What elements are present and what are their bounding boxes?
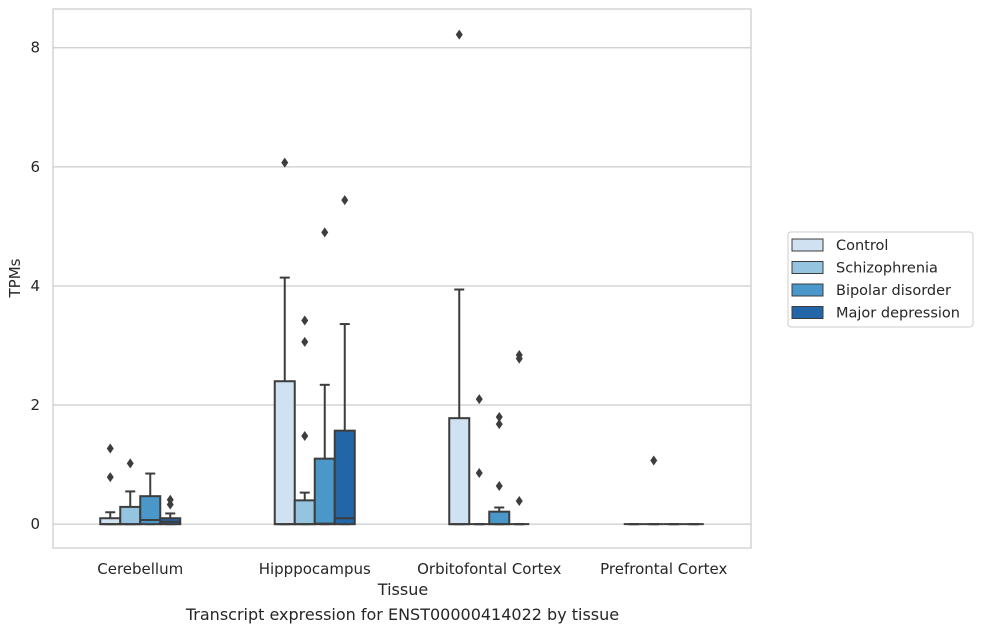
y-tick-label: 8: [30, 39, 40, 57]
box-group: [273, 157, 356, 526]
box-plot: [159, 494, 182, 526]
legend-label: Schizophrenia: [836, 261, 938, 277]
outlier-point: [301, 431, 309, 442]
legend-swatch: [791, 261, 824, 274]
y-tick-labels: 0 2 4 6 8: [30, 39, 40, 533]
box-group: [623, 455, 704, 526]
y-tick-label: 6: [30, 158, 40, 176]
y-tick-label: 4: [30, 277, 40, 295]
box-plot: [99, 443, 122, 526]
box-plot: [313, 227, 336, 526]
outlier-point: [515, 495, 523, 506]
box: [333, 429, 356, 526]
box-plot: [333, 195, 356, 526]
box: [273, 380, 296, 526]
outlier-point: [281, 157, 289, 168]
outlier-point: [495, 481, 503, 492]
box-plot: [469, 394, 490, 526]
x-tick-label: Hipppocampus: [259, 560, 371, 578]
y-tick-label: 2: [30, 396, 40, 414]
box: [119, 505, 142, 526]
y-axis-title: TPMs: [6, 258, 24, 298]
outlier-point: [475, 394, 483, 405]
box-plot: [448, 29, 471, 526]
outlier-point: [341, 195, 349, 206]
outlier-point: [166, 494, 174, 505]
legend-frame: [787, 231, 974, 328]
outlier-point: [301, 315, 309, 326]
x-axis-title: Tissue: [377, 580, 428, 599]
box-plot: [643, 455, 664, 526]
box-group: [99, 443, 182, 526]
outlier-point: [106, 443, 114, 454]
figure-caption: Transcript expression for ENST0000041402…: [185, 605, 620, 624]
legend-swatch: [791, 306, 824, 319]
outlier-point: [301, 336, 309, 347]
box-plot: [293, 315, 316, 526]
outlier-point: [495, 419, 503, 430]
outlier-point: [106, 472, 114, 483]
box: [488, 510, 511, 526]
legend-label: Control: [836, 238, 888, 254]
box-plot: [119, 458, 142, 526]
outlier-point: [126, 458, 134, 469]
legend-label: Major depression: [836, 306, 960, 322]
box-group: [448, 29, 530, 526]
box-plot: [273, 157, 296, 526]
x-tick-labels: Cerebellum Hipppocampus Orbitofontal Corte…: [97, 560, 727, 578]
box: [313, 457, 336, 526]
outlier-point: [650, 455, 658, 466]
legend: Control Schizophrenia Bipolar disorder Majo…: [787, 231, 974, 328]
x-tick-label: Orbitofontal Cortex: [417, 560, 561, 578]
box-groups: [99, 29, 704, 526]
legend-swatch: [791, 238, 824, 252]
outlier-point: [495, 411, 503, 422]
x-tick-label: Prefrontal Cortex: [600, 560, 727, 578]
outlier-point: [321, 227, 329, 238]
plot-area-frame: [52, 8, 752, 549]
legend-label: Bipolar disorder: [836, 283, 951, 299]
y-tick-label: 0: [30, 515, 40, 533]
box-plot: [509, 350, 530, 526]
outlier-point: [515, 350, 523, 361]
box-plot: [139, 472, 162, 526]
box: [139, 495, 162, 526]
gridlines: [53, 47, 751, 525]
outlier-point: [475, 467, 483, 478]
box: [293, 499, 316, 526]
x-tick-label: Cerebellum: [97, 560, 183, 578]
box-plot: [488, 411, 511, 526]
outlier-point: [455, 29, 463, 40]
box: [448, 417, 471, 526]
legend-swatch: [791, 283, 824, 297]
